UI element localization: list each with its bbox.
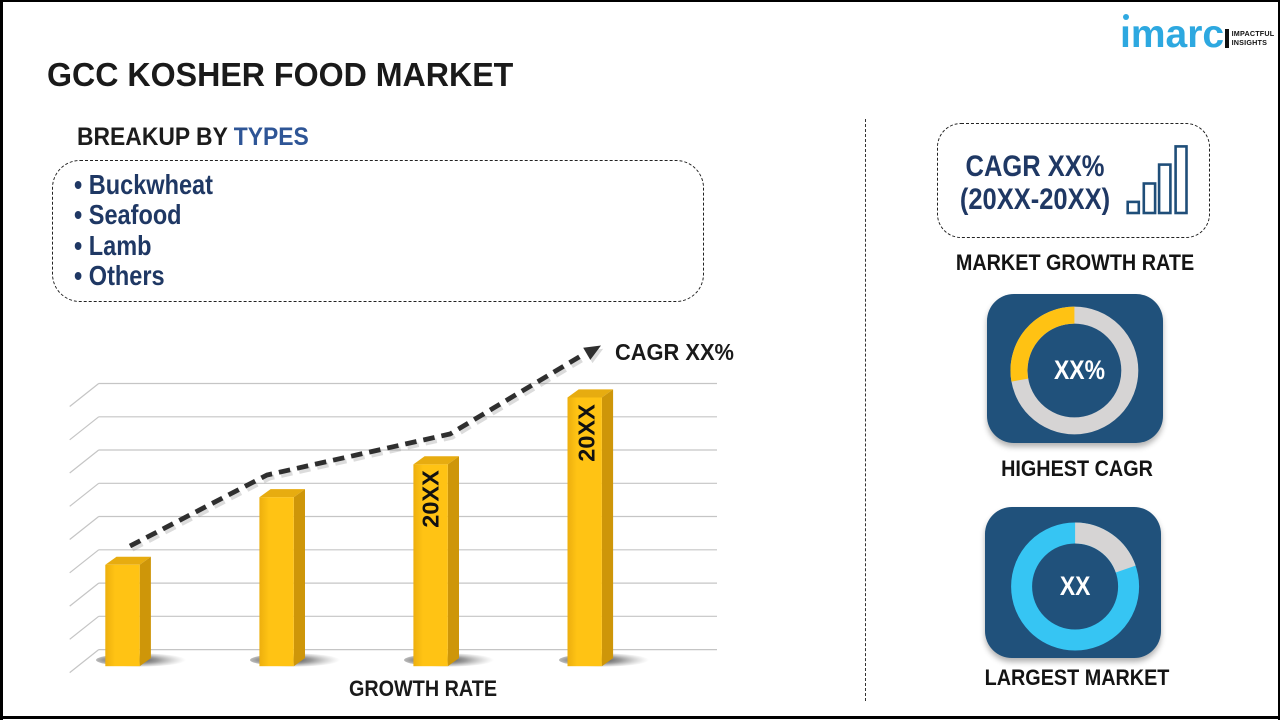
svg-text:XX: XX — [1060, 570, 1091, 600]
svg-text:XX%: XX% — [1054, 355, 1105, 385]
